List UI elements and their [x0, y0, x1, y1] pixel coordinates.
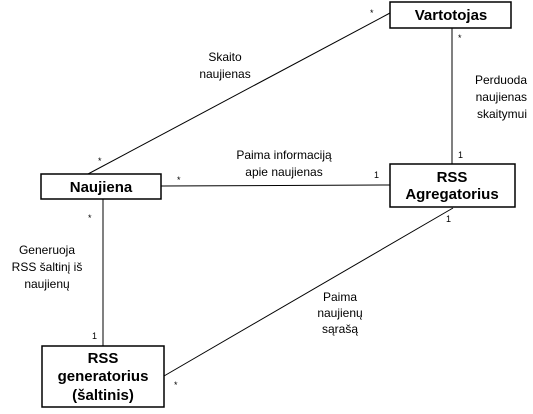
edge-paima-info-label-line1: Paima informaciją — [236, 148, 332, 162]
mult-generuoja-generatorius: 1 — [92, 331, 97, 341]
node-rss-generatorius-line2: generatorius — [58, 368, 149, 385]
mult-perduoda-vartotojas: * — [458, 33, 462, 43]
mult-skaito-vartotojas: * — [370, 8, 374, 18]
node-naujiena-label: Naujiena — [70, 179, 133, 196]
mult-paima-sarasa-generatorius: * — [174, 380, 178, 390]
node-rss-generatorius-line1: RSS — [88, 350, 119, 367]
edge-skaito — [87, 12, 391, 175]
mult-generuoja-naujiena: * — [88, 213, 92, 223]
node-vartotojas-label: Vartotojas — [415, 7, 488, 24]
edge-paima-sarasa-label-line2: naujienų — [317, 306, 363, 320]
mult-paima-info-naujiena: * — [177, 175, 181, 185]
edge-paima-sarasa-label-line1: Paima — [323, 290, 357, 304]
edge-generuoja-label-line2: RSS šaltinį iš — [12, 260, 83, 274]
node-vartotojas[interactable]: Vartotojas — [389, 1, 512, 29]
mult-skaito-naujiena: * — [98, 156, 102, 166]
mult-perduoda-agregatorius: 1 — [458, 150, 463, 160]
mult-paima-info-agregatorius: 1 — [374, 170, 379, 180]
node-rss-agregatorius[interactable]: RSS Agregatorius — [389, 163, 516, 208]
node-rss-agregatorius-line2: Agregatorius — [405, 186, 498, 203]
edge-paima-info — [160, 184, 391, 187]
edge-skaito-label-line1: Skaito — [208, 50, 242, 64]
edge-skaito-label-line2: naujienas — [199, 67, 250, 81]
edge-paima-sarasa-label-line3: sąrašą — [322, 322, 358, 336]
edge-generuoja-label-line1: Generuoja — [19, 243, 75, 257]
edge-perduoda-label-line2: naujienas — [476, 90, 527, 104]
edge-paima-info-label-line2: apie naujienas — [245, 165, 322, 179]
edge-perduoda-label-line1: Perduoda — [475, 73, 527, 87]
mult-paima-sarasa-agregatorius: 1 — [446, 214, 451, 224]
node-rss-generatorius-line3: (šaltinis) — [72, 387, 134, 404]
edge-perduoda-label-line3: skaitymui — [477, 107, 527, 121]
node-rss-agregatorius-line1: RSS — [437, 169, 468, 186]
node-rss-generatorius[interactable]: RSS generatorius (šaltinis) — [41, 345, 165, 408]
edge-generuoja-label-line3: naujienų — [24, 277, 70, 291]
edge-paima-sarasa — [163, 207, 454, 377]
node-naujiena[interactable]: Naujiena — [40, 173, 162, 200]
